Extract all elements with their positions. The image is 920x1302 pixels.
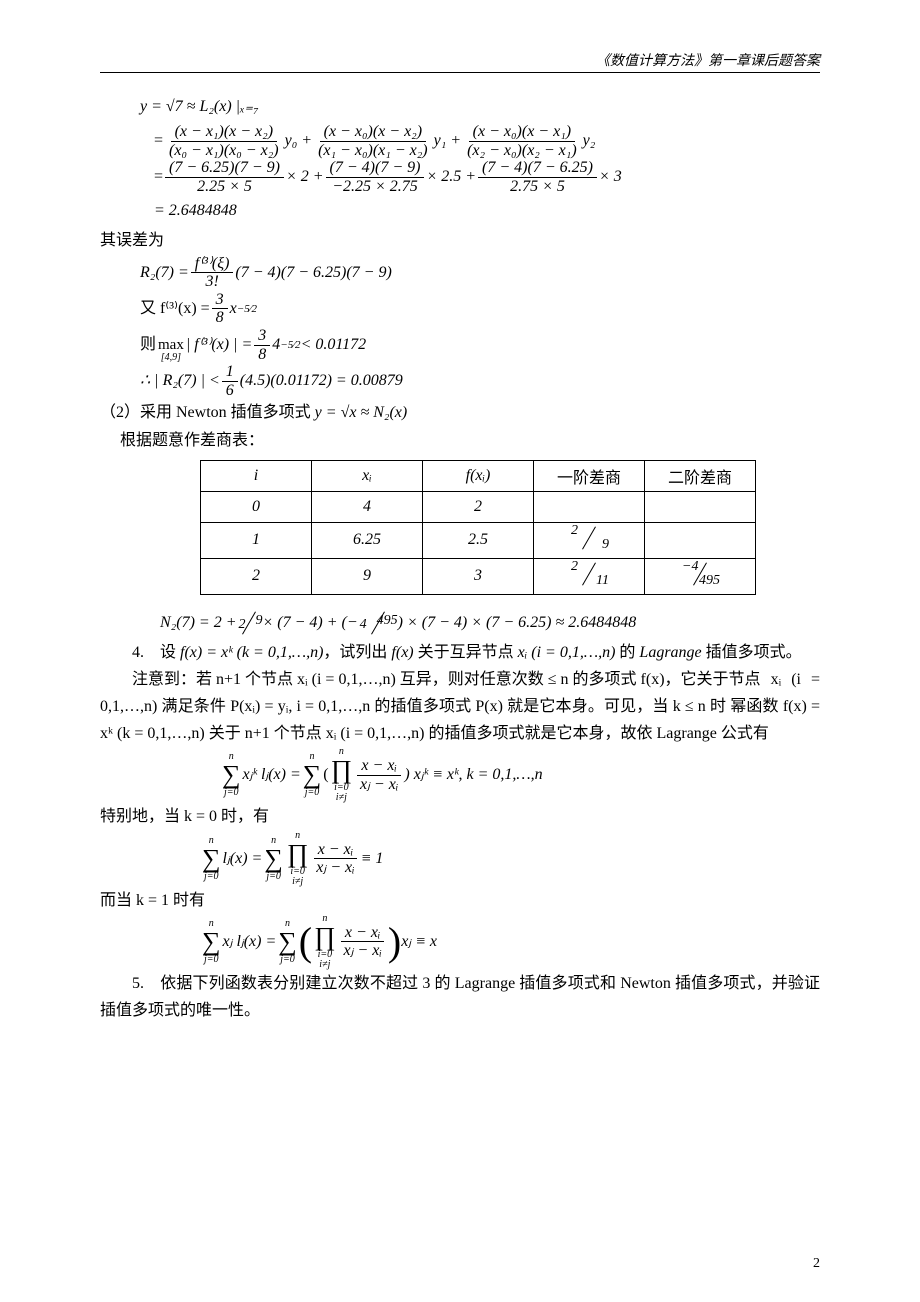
divided-difference-table: i xᵢ f(xᵢ) 一阶差商 二阶差商 04216.252.529293211…	[200, 460, 756, 595]
table-cell: 211	[534, 558, 645, 594]
err-r3: 则 max[4,9] | f⁽³⁾(x) | = 38 4−5⁄2 < 0.01…	[140, 327, 820, 363]
q4-k1: 而当 k = 1 时有	[100, 887, 820, 914]
table-cell: 4	[312, 491, 423, 522]
err-r2: 又 f⁽³⁾(x) = 38 x−5⁄2	[140, 291, 820, 327]
table-cell	[534, 491, 645, 522]
eq-line-4: = 2.6484848	[154, 195, 820, 227]
q4-k0: 特别地，当 k = 0 时，有	[100, 803, 820, 830]
err-r4: ∴ | R₂(7) | < 16 (4.5)(0.01172) = 0.0087…	[140, 363, 820, 399]
table-cell: −4495	[645, 558, 756, 594]
page: 《数值计算方法》第一章课后题答案 y = √7 ≈ L₂(x) |ₓ₌₇ = (…	[0, 0, 920, 1302]
table-row: 042	[201, 491, 756, 522]
table-row: 16.252.529	[201, 522, 756, 558]
page-number: 2	[813, 1256, 820, 1272]
th-fxi: f(xᵢ)	[423, 460, 534, 491]
err-r1: R₂(7) = f⁽³⁾(ξ)3! (7 − 4)(7 − 6.25)(7 − …	[140, 255, 820, 291]
table-cell: 2	[201, 558, 312, 594]
table-cell: 2.5	[423, 522, 534, 558]
th-xi: xᵢ	[312, 460, 423, 491]
sum-eq-2: n∑j=0 lⱼ(x) = n∑j=0 n∏i=0i≠j x − xᵢxⱼ − …	[200, 831, 820, 887]
table-cell: 3	[423, 558, 534, 594]
table-cell: 9	[312, 558, 423, 594]
lagrange-eval: y = √7 ≈ L₂(x) |ₓ₌₇ = (x − x₁)(x − x₂)(x…	[140, 91, 820, 227]
part2-intro: （2）采用 Newton 插值多项式 y = √x ≈ N₂(x)	[100, 399, 820, 426]
q4-stmt: 4. 设 f(x) = xᵏ (k = 0,1,…,n)，试列出 f(x) 关于…	[100, 639, 820, 666]
table-cell: 6.25	[312, 522, 423, 558]
n2-line: N₂(7) = 2 + 29 × (7 − 4) + (− 4495 ) × (…	[160, 607, 820, 639]
th-i: i	[201, 460, 312, 491]
error-block: R₂(7) = f⁽³⁾(ξ)3! (7 − 4)(7 − 6.25)(7 − …	[140, 255, 820, 400]
table-row: 293211−4495	[201, 558, 756, 594]
part2-sub: 根据题意作差商表：	[120, 427, 820, 454]
table-cell	[645, 491, 756, 522]
q4-para: 注意到：若 n+1 个节点 xᵢ (i = 0,1,…,n) 互异，则对任意次数…	[100, 666, 820, 748]
table-cell: 0	[201, 491, 312, 522]
sum-eq-3: n∑j=0 xⱼ lⱼ(x) = n∑j=0 ( n∏i=0i≠j x − xᵢ…	[200, 914, 820, 970]
eq-line-1: y = √7 ≈ L₂(x) |ₓ₌₇	[140, 91, 820, 123]
eq-line-2: = (x − x₁)(x − x₂)(x₀ − x₁)(x₀ − x₂) y₀ …	[154, 123, 820, 159]
table-cell	[645, 522, 756, 558]
th-d1: 一阶差商	[534, 460, 645, 491]
error-label: 其误差为	[100, 227, 820, 254]
table-cell: 2	[423, 491, 534, 522]
page-header: 《数值计算方法》第一章课后题答案	[100, 50, 820, 73]
q5-stmt: 5. 依据下列函数表分别建立次数不超过 3 的 Lagrange 插值多项式和 …	[100, 970, 820, 1024]
table-head-row: i xᵢ f(xᵢ) 一阶差商 二阶差商	[201, 460, 756, 491]
eq1-l1: y = √7 ≈ L₂(x) |ₓ₌₇	[140, 91, 259, 123]
sum-eq-1: n∑j=0 xⱼᵏ lⱼ(x) = n∑j=0 ( n∏i=0i≠j x − x…	[220, 747, 820, 803]
th-d2: 二阶差商	[645, 460, 756, 491]
eq-line-3: = (7 − 6.25)(7 − 9)2.25 × 5 × 2 + (7 − 4…	[154, 159, 820, 195]
table-cell: 1	[201, 522, 312, 558]
table-cell: 29	[534, 522, 645, 558]
